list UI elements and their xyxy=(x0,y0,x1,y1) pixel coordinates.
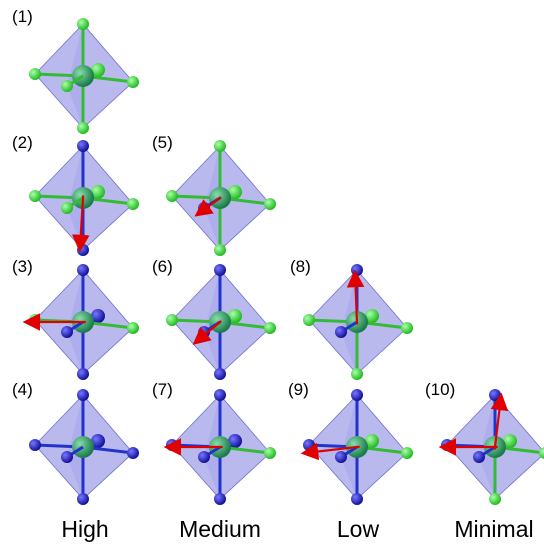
atom xyxy=(29,68,41,80)
atom xyxy=(401,322,413,334)
arrow xyxy=(490,392,509,450)
atom xyxy=(303,314,315,326)
column-label: Medium xyxy=(179,516,261,542)
atom xyxy=(166,439,178,451)
column-label: Minimal xyxy=(454,516,533,542)
atom xyxy=(228,185,242,199)
atom xyxy=(77,122,89,134)
panel-label: (8) xyxy=(290,257,311,276)
panel-label: (7) xyxy=(152,380,173,399)
atom xyxy=(61,202,73,214)
atom xyxy=(29,190,41,202)
atom xyxy=(91,309,105,323)
octahedron: (2) xyxy=(12,133,139,256)
atom xyxy=(489,389,501,401)
atom xyxy=(77,368,89,380)
atom xyxy=(61,326,73,338)
panel-label: (10) xyxy=(425,380,455,399)
atom xyxy=(539,447,544,459)
atom xyxy=(61,451,73,463)
atom xyxy=(473,451,485,463)
atom xyxy=(264,447,276,459)
octahedron: (7) xyxy=(152,380,276,505)
atom xyxy=(214,368,226,380)
atom xyxy=(351,368,363,380)
arrow xyxy=(72,195,90,253)
arrow xyxy=(300,442,360,461)
panel-label: (3) xyxy=(12,257,33,276)
octahedron: (3) xyxy=(12,257,139,380)
atom xyxy=(214,244,226,256)
column-label: High xyxy=(61,516,108,542)
atom xyxy=(351,389,363,401)
atom xyxy=(166,190,178,202)
atom xyxy=(127,76,139,88)
atom xyxy=(77,264,89,276)
octahedron: (4) xyxy=(12,380,139,505)
octahedron: (1) xyxy=(12,7,139,134)
atom xyxy=(214,389,226,401)
atom xyxy=(401,447,413,459)
atom xyxy=(365,434,379,448)
atom xyxy=(77,18,89,30)
octahedron: (9) xyxy=(288,380,413,505)
atom xyxy=(91,63,105,77)
atom xyxy=(127,198,139,210)
atom xyxy=(228,434,242,448)
panel-label: (4) xyxy=(12,380,33,399)
atom xyxy=(264,322,276,334)
arrow xyxy=(192,320,222,345)
atom xyxy=(214,264,226,276)
octahedron: (10) xyxy=(425,380,544,505)
atom xyxy=(503,434,517,448)
octahedron: (8) xyxy=(290,257,413,380)
octahedron: (6) xyxy=(152,257,276,380)
atom xyxy=(214,140,226,152)
atom xyxy=(228,309,242,323)
atom xyxy=(335,326,347,338)
atom xyxy=(127,447,139,459)
atom xyxy=(198,451,210,463)
atom xyxy=(77,140,89,152)
panel-label: (6) xyxy=(152,257,173,276)
atom xyxy=(127,322,139,334)
atom xyxy=(91,434,105,448)
panel-label: (9) xyxy=(288,380,309,399)
atom xyxy=(335,451,347,463)
panels: (1) (2) (3) (4) (5) (6) (7) (8) (9) (10) xyxy=(12,7,544,505)
column-label: Low xyxy=(337,516,380,542)
atom xyxy=(29,314,41,326)
atom xyxy=(91,185,105,199)
atom xyxy=(77,493,89,505)
arrow xyxy=(194,196,222,217)
arrow xyxy=(346,269,365,325)
atom xyxy=(351,493,363,505)
atom xyxy=(61,80,73,92)
atom xyxy=(166,314,178,326)
panel-label: (5) xyxy=(152,133,173,152)
panel-label: (1) xyxy=(12,7,33,26)
atom xyxy=(29,439,41,451)
atom xyxy=(489,493,501,505)
atom xyxy=(77,389,89,401)
atom xyxy=(365,309,379,323)
atom xyxy=(214,493,226,505)
atom xyxy=(303,439,315,451)
octahedron: (5) xyxy=(152,133,276,256)
atom xyxy=(441,439,453,451)
atom xyxy=(77,244,89,256)
panel-label: (2) xyxy=(12,133,33,152)
atom xyxy=(351,264,363,276)
atom xyxy=(264,198,276,210)
